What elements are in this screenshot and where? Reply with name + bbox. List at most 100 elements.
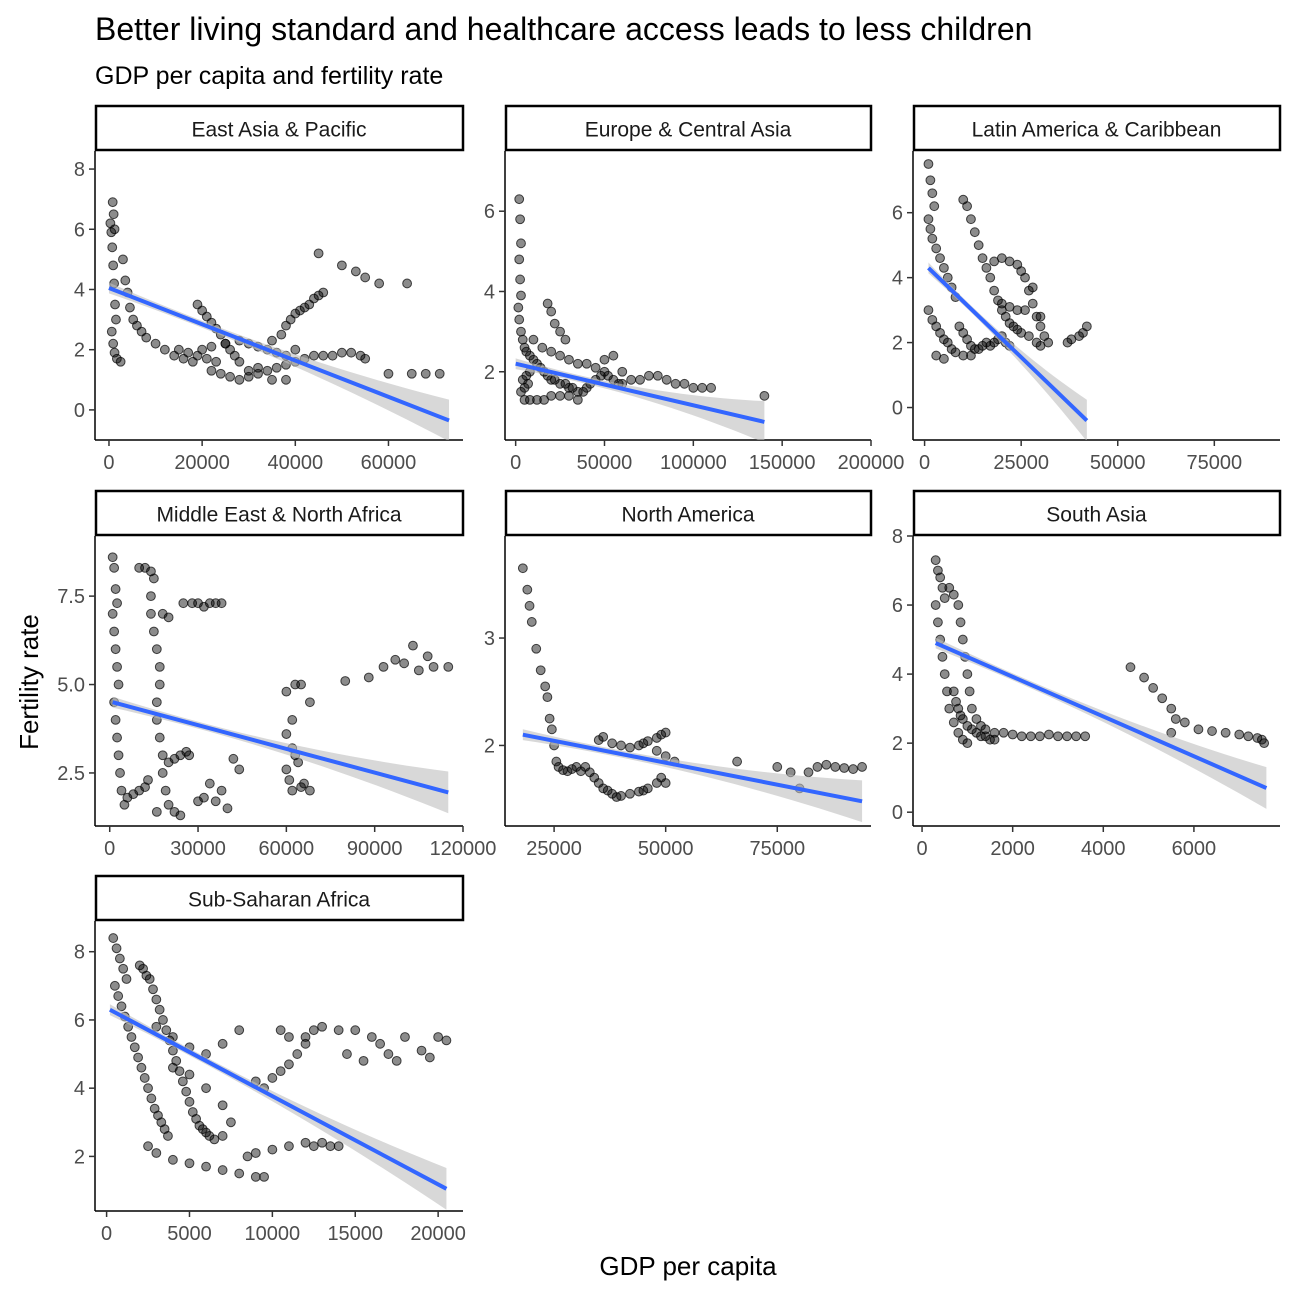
data-point [933,617,943,628]
data-point [118,254,128,265]
data-point [112,661,122,672]
data-point [204,1131,215,1141]
data-point [139,1073,150,1083]
x-tick-label: 150000 [749,452,816,474]
data-point [217,1131,228,1141]
data-point [217,1038,228,1049]
data-point [129,1042,140,1053]
data-point [1027,298,1038,309]
data-point [210,796,221,807]
data-point [360,353,371,364]
x-tick-label: 20000 [410,1223,466,1245]
data-point [555,350,565,361]
y-tick-label: 7.5 [57,586,85,608]
trend-line [522,732,863,804]
y-tick-label: 4 [892,664,903,686]
data-point [1259,738,1270,749]
data-point [106,326,117,337]
data-point [516,326,526,337]
data-point [144,974,155,984]
data-point [299,778,309,789]
data-point [184,1069,195,1080]
data-point [163,612,174,623]
data-point [1179,717,1190,728]
facet-europe-central-asia: Europe & Central Asia 2 4 6 0 50000 100000 1500… [484,104,904,474]
data-point [942,686,952,697]
data-point [656,729,667,740]
x-tick-label: 6000 [1172,838,1217,860]
data-point [428,661,439,672]
data-point [305,785,315,796]
x-tick-label: 5000 [167,1223,212,1245]
data-point [560,334,571,345]
data-point [803,767,814,778]
y-tick-label: 2 [892,733,903,755]
data-point [169,806,180,817]
y-tick-label: 8 [74,159,85,181]
facet-south-asia: South Asia 0 2 4 6 8 0 2000 4000 6000 [892,489,1282,860]
data-point [638,738,649,749]
data-point [651,745,662,756]
data-point [113,991,124,1001]
data-point [688,382,699,393]
data-point [517,563,528,574]
data-point [267,335,277,346]
y-tick-label: 4 [74,279,85,301]
data-point [184,1158,195,1169]
data-point [948,686,959,697]
data-point [953,600,964,610]
data-point [126,1032,137,1042]
data-point [226,1117,236,1128]
data-point [642,736,653,747]
data-point [262,365,273,376]
facet-strip [912,489,1282,537]
data-point [122,792,133,803]
data-point [443,661,454,672]
data-point [215,368,226,379]
data-point [113,750,124,761]
data-point [1020,272,1030,283]
data-point [146,591,156,602]
data-point [635,374,645,385]
data-point [346,347,357,358]
data-point [523,378,533,389]
data-point [108,260,119,271]
data-point [206,365,217,376]
data-point [110,644,121,655]
data-point [390,654,401,665]
data-point [1193,724,1204,735]
data-point [151,697,162,708]
data-point [939,262,949,273]
data-point [157,768,168,778]
data-point [128,789,139,800]
facet-plot-area [923,159,1092,440]
x-tick-label: 20000 [174,452,230,474]
data-point [514,314,525,325]
data-point [140,782,150,792]
data-point [107,197,118,208]
data-point [998,727,1009,738]
data-point [616,740,626,751]
data-point [296,679,306,690]
data-point [150,338,161,349]
data-point [562,766,573,777]
data-point [234,1025,245,1036]
data-point [234,764,245,775]
data-point [652,370,663,381]
trend-line [108,286,450,423]
x-tick-label: 60000 [259,838,315,860]
data-point [284,775,295,785]
data-point [336,260,347,271]
data-point [114,953,125,964]
data-point [1125,662,1136,673]
facet-plot-area [513,194,770,440]
data-point [308,1141,319,1152]
facet-plot-area [105,197,450,440]
data-point [1148,683,1159,693]
data-point [564,390,574,401]
data-point [192,350,203,361]
data-point [939,353,949,364]
facet-strip-label: East Asia & Pacific [191,119,366,142]
data-point [516,238,526,249]
data-point [333,1025,344,1036]
